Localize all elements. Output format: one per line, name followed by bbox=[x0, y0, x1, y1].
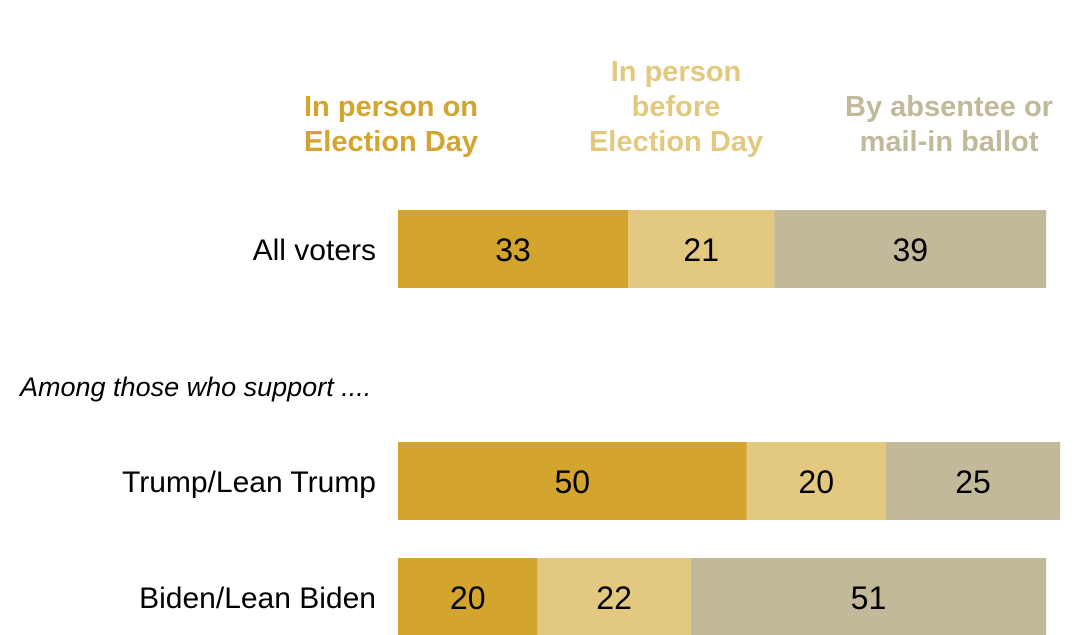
data-label: 21 bbox=[683, 232, 719, 268]
bar-row: All voters 33 21 39 bbox=[253, 210, 1047, 288]
bar-segment bbox=[398, 442, 747, 520]
data-label: 51 bbox=[851, 580, 887, 616]
legend-label-line: Election Day bbox=[304, 126, 478, 158]
data-label: 50 bbox=[554, 464, 590, 500]
data-label: 33 bbox=[495, 232, 531, 268]
legend-label-line: In person on bbox=[304, 91, 478, 123]
legend-label-line: before bbox=[632, 91, 721, 123]
data-label: 22 bbox=[596, 580, 632, 616]
chart-subtitle: Among those who support .... bbox=[18, 372, 371, 402]
legend-label-line: Election Day bbox=[589, 126, 763, 158]
data-label: 25 bbox=[955, 464, 991, 500]
data-label: 20 bbox=[450, 580, 486, 616]
bar-segment bbox=[398, 558, 538, 635]
row-label: Biden/Lean Biden bbox=[139, 582, 376, 615]
bar-segment bbox=[537, 558, 691, 635]
bar-segment bbox=[885, 442, 1061, 520]
legend-label-line: mail-in ballot bbox=[860, 126, 1039, 158]
bar-row: Trump/Lean Trump 50 20 25 bbox=[122, 442, 1061, 520]
row-label: Trump/Lean Trump bbox=[122, 466, 376, 499]
bar-segment bbox=[398, 210, 629, 288]
chart-rows: All voters 33 21 39 Trump/Lean Trump 50 20 25 Bi… bbox=[122, 210, 1061, 635]
legend-label-line: By absentee or bbox=[845, 91, 1053, 123]
bar-row: Biden/Lean Biden 20 22 51 bbox=[139, 558, 1047, 635]
data-label: 39 bbox=[892, 232, 928, 268]
row-label: All voters bbox=[253, 234, 376, 267]
bar-segment bbox=[774, 210, 1047, 288]
bar-segment bbox=[690, 558, 1047, 635]
bar-segment bbox=[746, 442, 886, 520]
bar-segment bbox=[628, 210, 775, 288]
data-label: 20 bbox=[798, 464, 834, 500]
legend-label-line: In person bbox=[611, 56, 742, 88]
